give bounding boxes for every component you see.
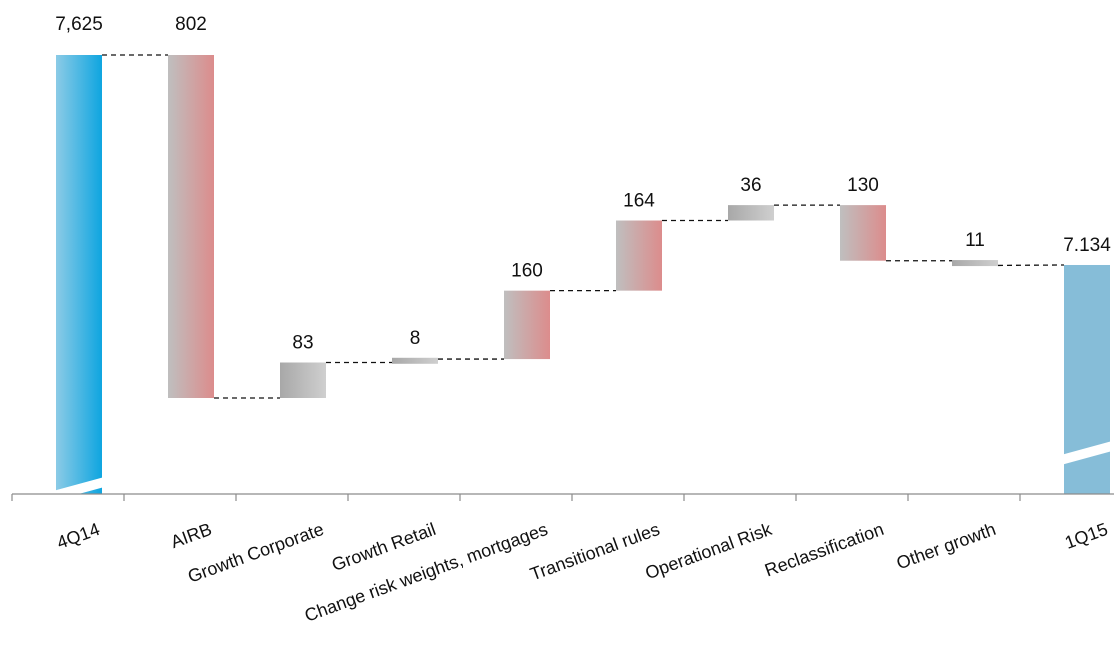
value-label: 130 (847, 175, 879, 196)
tick-label: Other growth (894, 519, 999, 573)
bar-operational-risk (728, 205, 774, 221)
axis-break-mark (42, 476, 108, 504)
bar-other-growth (952, 260, 998, 267)
value-label: 164 (623, 191, 655, 212)
value-label: 160 (511, 261, 543, 282)
tick-label: Transitional rules (527, 519, 662, 584)
bar-change-risk-weights-mortgages (504, 290, 550, 360)
value-label: 83 (292, 333, 313, 354)
connector-lines (102, 54, 1065, 399)
axis-break-marks (42, 440, 1114, 504)
value-label: 802 (175, 14, 207, 35)
axis-break-mark (1050, 440, 1114, 468)
value-label: 8 (410, 328, 421, 349)
bar-growth-corporate (280, 362, 326, 398)
bar-transitional-rules (616, 220, 662, 291)
value-label: 36 (740, 175, 761, 196)
value-labels: 7,625 802 83 8 160 164 36 130 11 7.134 (55, 14, 1111, 354)
tick-label: AIRB (168, 519, 214, 552)
bar-growth-retail (392, 357, 438, 364)
value-label: 7,625 (55, 14, 103, 35)
value-label: 11 (965, 230, 985, 251)
bar-4q14 (56, 55, 102, 494)
value-label: 7.134 (1063, 235, 1111, 256)
tick-label: 4Q14 (54, 519, 102, 553)
tick-label: Reclassification (762, 519, 886, 581)
bar-reclassification (840, 205, 886, 261)
x-axis (11, 493, 1114, 501)
bar-airb (168, 55, 214, 398)
bars-group (56, 55, 1110, 494)
tick-label: Operational Risk (642, 519, 775, 584)
tick-label: 1Q15 (1062, 519, 1110, 553)
